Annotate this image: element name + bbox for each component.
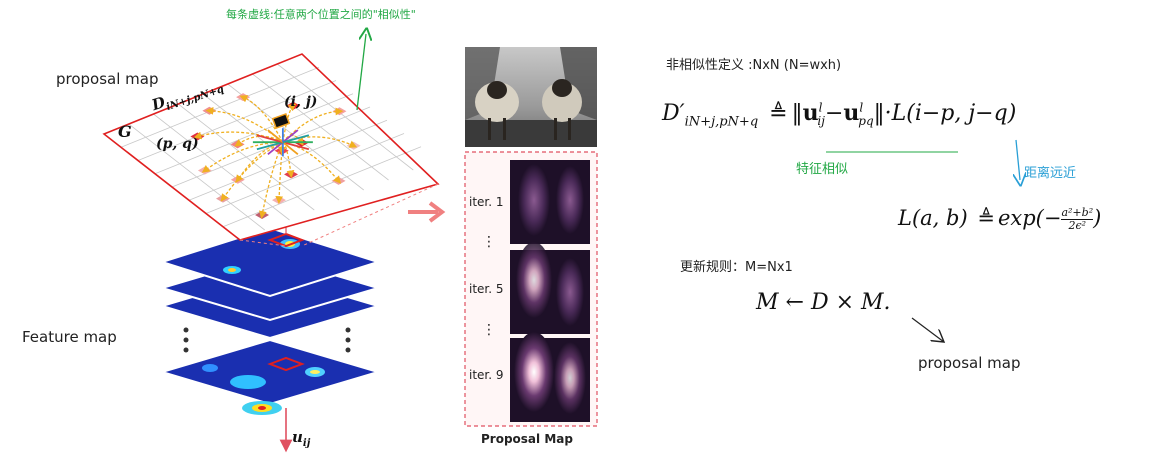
transition-arrow	[408, 201, 446, 223]
similarity-link	[235, 141, 284, 183]
top-note: 每条虚线:任意两个位置之间的"相似性"	[226, 8, 416, 21]
iter-1-label: iter. 1	[469, 195, 504, 209]
grid-line	[277, 63, 414, 171]
iter-5-label: iter. 5	[469, 282, 504, 296]
feature-map-label: Feature map	[22, 328, 117, 346]
center-ray	[282, 134, 310, 144]
feature-highlight-box-bottom	[267, 356, 305, 372]
u-ij-label: uij	[292, 428, 311, 449]
formula-distance: L(a, b) ≜ exp(− a²+b² 2ϵ²)	[898, 206, 1102, 232]
center-ray	[282, 141, 299, 156]
center-ray	[282, 129, 299, 143]
iter-9-label: iter. 9	[469, 368, 504, 382]
center-ray	[256, 141, 284, 151]
proposal-map-label: proposal map	[56, 70, 159, 88]
feature-layer-1	[158, 226, 382, 298]
center-ray	[267, 141, 284, 156]
proposal-map-pointer	[911, 317, 944, 342]
feature-layer-4	[158, 338, 382, 406]
similarity-link	[275, 142, 284, 204]
distance-arrow	[1016, 139, 1020, 180]
ellipsis-2: ⋮	[482, 322, 496, 338]
update-rule: 更新规则：M=Nx1	[680, 260, 793, 275]
grid-line	[222, 146, 422, 228]
note-arrow	[356, 34, 366, 111]
similarity-link	[220, 141, 284, 202]
center-ray	[267, 129, 284, 143]
center-ray	[282, 141, 310, 151]
formula-dissimilarity: D′iN+j,pN+q ≜ ‖ulij−ulpq‖·L(i−p, j−q)	[662, 100, 1017, 130]
similarity-link	[282, 103, 297, 143]
feature-highlight-box-top	[267, 232, 305, 248]
grid-label-pq: (p, q)	[156, 136, 199, 152]
grid-line	[188, 119, 388, 201]
grid-label-ij: (i, j)	[284, 94, 318, 110]
feature-similarity-note: 特征相似	[796, 162, 849, 177]
proposal-grid	[102, 53, 440, 247]
center-ray	[256, 134, 284, 144]
proposal-map-panel	[464, 151, 598, 427]
formula-update: M ← D × M.	[756, 290, 891, 315]
grid-label-g: G	[118, 122, 132, 141]
grid-line	[252, 73, 389, 181]
proposal-map-bottom-label: proposal map	[918, 354, 1021, 372]
sheep-photo	[465, 47, 597, 147]
proposal-map-title: Proposal Map	[481, 432, 573, 446]
grid-line	[205, 133, 405, 214]
feature-map-stack	[158, 202, 382, 453]
dissimilarity-definition: 非相似性定义 :NxN (N=wxh)	[666, 58, 842, 73]
distance-note: 距离远近	[1024, 166, 1077, 181]
similarity-link	[259, 141, 284, 219]
similarity-link	[239, 95, 284, 143]
center-node	[271, 112, 291, 130]
ellipsis-1: ⋮	[482, 234, 496, 250]
